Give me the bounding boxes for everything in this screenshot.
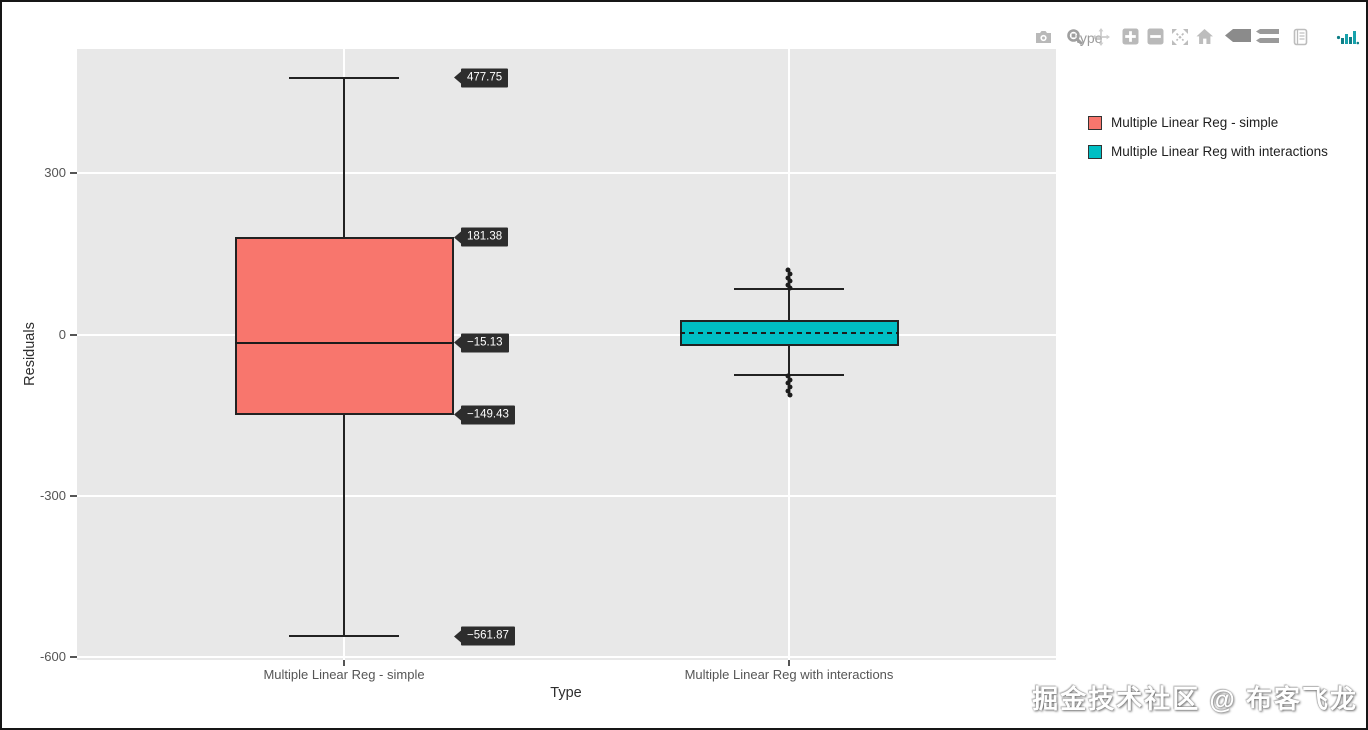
- outlier-point: [785, 282, 791, 288]
- tooltip-tag-icon: [1225, 29, 1251, 42]
- annotation-tag: −15.13: [461, 333, 509, 353]
- median-line: [234, 341, 454, 344]
- zoom-button[interactable]: [1066, 28, 1085, 47]
- y-tick-mark: [70, 333, 77, 336]
- pan-button[interactable]: [1092, 28, 1110, 46]
- outlier-point: [785, 380, 791, 386]
- reset-axes-button[interactable]: [1195, 28, 1214, 46]
- box-iqr[interactable]: [234, 237, 454, 415]
- lower-whisker-line: [343, 414, 345, 637]
- home-icon: [1196, 29, 1213, 44]
- magnifier-icon: [1067, 29, 1084, 46]
- legend: Multiple Linear Reg - simple Multiple Li…: [1088, 108, 1328, 166]
- outlier-point: [787, 285, 793, 291]
- download-png-button[interactable]: [1034, 28, 1053, 46]
- plotly-logo-button[interactable]: [1336, 28, 1360, 46]
- outlier-point: [785, 267, 791, 273]
- y-gridline: [77, 494, 1056, 497]
- pan-crosshair-icon: [1092, 28, 1110, 46]
- hover-closest-button[interactable]: [1224, 28, 1252, 43]
- hover-compare-button[interactable]: [1256, 28, 1280, 44]
- annotation-tag: −149.43: [461, 405, 515, 425]
- plotly-modebar: [2, 28, 1366, 50]
- annotation-tag: 477.75: [461, 68, 509, 88]
- legend-swatch-interactions: [1088, 144, 1102, 159]
- outlier-point: [787, 271, 793, 277]
- expand-arrows-icon: [1172, 29, 1188, 45]
- y-gridline: [77, 172, 1056, 175]
- y-tick-mark: [70, 172, 77, 175]
- y-gridline: [77, 655, 1056, 658]
- outlier-point: [785, 373, 791, 379]
- upper-whisker-cap: [289, 76, 399, 79]
- notebook-icon: [1293, 28, 1308, 46]
- outlier-point: [787, 392, 793, 398]
- minus-square-icon: [1147, 28, 1164, 45]
- legend-swatch-simple: [1088, 115, 1102, 130]
- notes-button[interactable]: [1290, 28, 1310, 46]
- x-tick-mark: [788, 660, 790, 666]
- outlier-point: [787, 377, 793, 383]
- legend-title: type: [1076, 30, 1103, 46]
- plot-area[interactable]: [77, 49, 1056, 660]
- y-tick-label: 300: [44, 165, 66, 181]
- watermark: 掘金技术社区 @ 布客飞龙: [1032, 684, 1358, 714]
- autoscale-button[interactable]: [1171, 28, 1189, 46]
- lower-whisker-cap: [289, 635, 399, 638]
- y-tick-mark: [70, 655, 77, 658]
- annotation-tag: −561.87: [461, 626, 515, 646]
- y-gridline: [77, 333, 1056, 336]
- outlier-point: [787, 384, 793, 390]
- upper-whisker-line: [343, 77, 345, 238]
- plus-square-icon: [1122, 28, 1139, 45]
- zoom-out-button[interactable]: [1147, 28, 1164, 45]
- annotation-tag: 181.38: [461, 227, 509, 247]
- outlier-point: [785, 275, 791, 281]
- outlier-point: [787, 278, 793, 284]
- legend-label-interactions: Multiple Linear Reg with interactions: [1111, 144, 1328, 159]
- upper-whisker-line: [788, 289, 790, 321]
- double-tooltip-icon: [1256, 29, 1279, 43]
- legend-label-simple: Multiple Linear Reg - simple: [1111, 115, 1279, 130]
- outlier-point: [785, 388, 791, 394]
- x-axis-title: Type: [550, 685, 582, 701]
- x-tick-mark: [343, 660, 345, 666]
- x-tick-label: Multiple Linear Reg - simple: [263, 667, 425, 682]
- x-tick-label: Multiple Linear Reg with interactions: [684, 667, 894, 682]
- y-axis-title: Residuals: [22, 322, 38, 386]
- y-tick-label: -300: [39, 487, 66, 503]
- y-tick-mark: [70, 494, 77, 497]
- camera-icon: [1036, 31, 1051, 43]
- plotly-logo-icon: [1336, 31, 1360, 45]
- legend-item-simple[interactable]: Multiple Linear Reg - simple: [1088, 108, 1328, 137]
- median-line: [679, 331, 899, 334]
- legend-item-interactions[interactable]: Multiple Linear Reg with interactions: [1088, 137, 1328, 166]
- y-tick-label: -600: [39, 648, 66, 664]
- zoom-in-button[interactable]: [1122, 28, 1139, 45]
- y-tick-label: 0: [58, 326, 66, 342]
- lower-whisker-line: [788, 345, 790, 375]
